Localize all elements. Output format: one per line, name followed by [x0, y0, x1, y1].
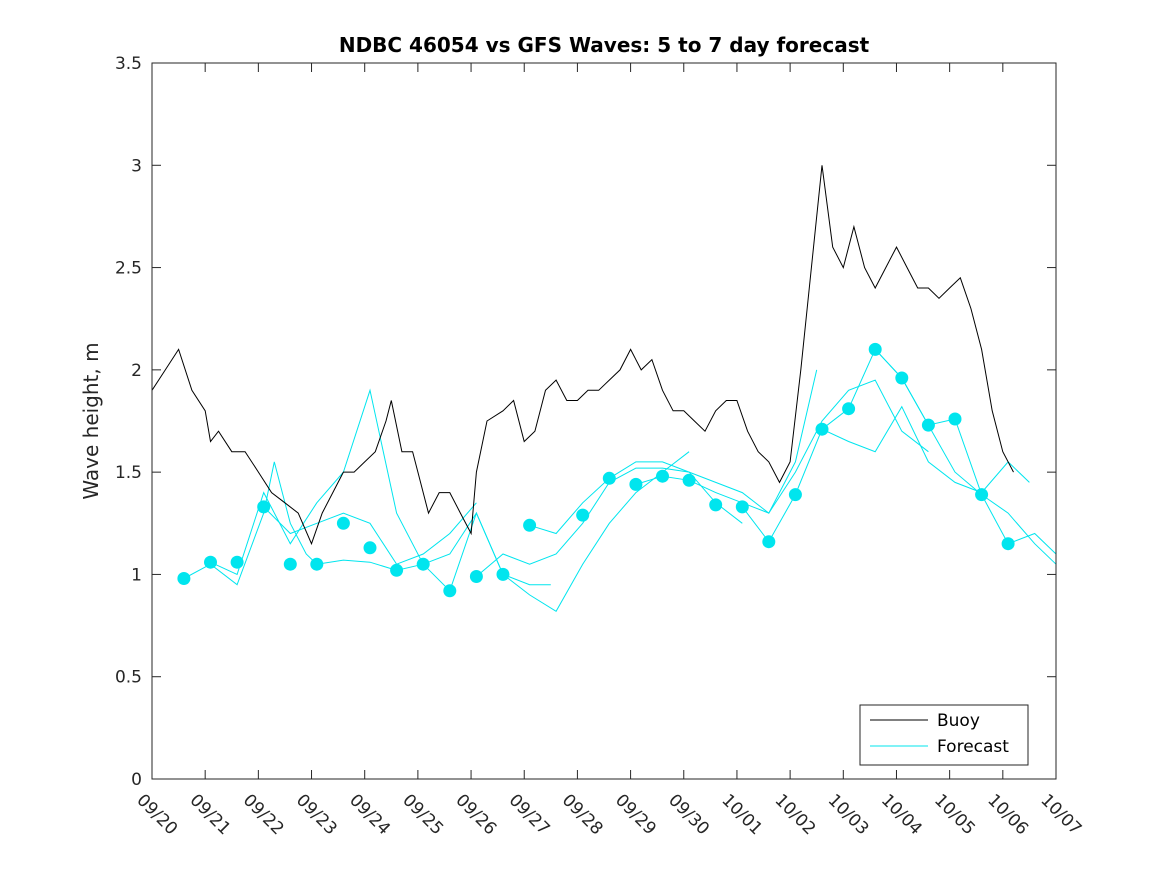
forecast-point-22 [788, 488, 802, 502]
forecast-run-line-10 [874, 349, 1057, 555]
forecast-point-27 [921, 418, 935, 432]
legend: Buoy Forecast [859, 704, 1029, 766]
forecast-point-3 [257, 500, 271, 514]
y-tick-label: 1.5 [115, 463, 142, 483]
forecast-point-2 [230, 555, 244, 569]
forecast-point-13 [523, 518, 537, 532]
forecast-point-25 [868, 342, 882, 356]
forecast-point-7 [363, 541, 377, 555]
legend-box [859, 704, 1029, 766]
chart-title: NDBC 46054 vs GFS Waves: 5 to 7 day fore… [339, 33, 870, 57]
y-tick-label: 2 [131, 361, 142, 381]
forecast-run-line-1 [210, 388, 424, 576]
y-tick-label: 1 [131, 565, 142, 585]
forecast-point-18 [682, 473, 696, 487]
forecast-point-21 [762, 535, 776, 549]
y-tick-label: 2.5 [115, 259, 142, 279]
forecast-point-0 [177, 572, 191, 585]
forecast-point-9 [416, 557, 430, 571]
forecast-point-5 [310, 557, 324, 571]
forecast-point-20 [735, 500, 749, 514]
forecast-run-line-4 [422, 451, 690, 612]
forecast-point-24 [842, 402, 856, 416]
forecast-point-15 [602, 471, 616, 485]
forecast-point-16 [629, 477, 643, 491]
forecast-run-line-9 [821, 348, 1057, 565]
forecast-run-line-8 [741, 405, 1030, 543]
forecast-point-12 [496, 567, 510, 581]
forecast-point-14 [576, 508, 590, 522]
forecast-point-4 [283, 557, 297, 571]
buoy-series-line [151, 165, 1014, 546]
legend-buoy-label: Buoy [937, 711, 980, 731]
forecast-run-line-3 [316, 512, 551, 586]
forecast-run-line-6 [529, 369, 818, 535]
y-tick-label: 3.5 [115, 54, 142, 74]
forecast-point-23 [815, 422, 829, 436]
forecast-point-26 [895, 371, 909, 385]
axes-box [151, 62, 1057, 780]
y-tick-label: 3 [131, 156, 142, 176]
forecast-point-30 [1001, 537, 1015, 551]
forecast-point-19 [709, 498, 723, 512]
plot-area [151, 165, 1057, 612]
forecast-point-11 [469, 570, 483, 583]
forecast-point-1 [204, 555, 217, 569]
y-tick-label: 0.5 [115, 668, 142, 688]
forecast-point-6 [336, 516, 350, 530]
forecast-point-29 [975, 488, 989, 502]
forecast-run-line-2 [263, 502, 477, 565]
forecast-point-17 [656, 469, 669, 483]
y-tick-label: 0 [131, 770, 142, 790]
forecast-point-8 [390, 563, 404, 577]
forecast-run-line-0 [183, 461, 318, 586]
forecast-point-10 [443, 584, 457, 598]
forecast-point-28 [948, 412, 962, 426]
y-axis-label: Wave height, m [79, 342, 103, 499]
legend-forecast-label: Forecast [937, 737, 1009, 757]
